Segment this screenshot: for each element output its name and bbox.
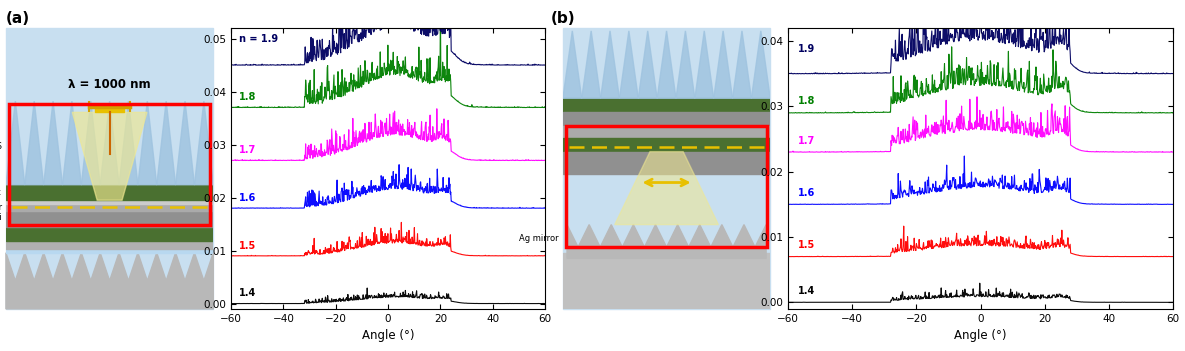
Text: λ = 1000 nm: λ = 1000 nm	[69, 78, 150, 91]
Polygon shape	[601, 31, 620, 98]
Bar	[563, 253, 770, 309]
Polygon shape	[615, 152, 718, 225]
Text: 1.9: 1.9	[798, 44, 815, 54]
Polygon shape	[118, 101, 137, 185]
Text: 1.4: 1.4	[239, 288, 256, 298]
X-axis label: Angle (°): Angle (°)	[361, 329, 415, 342]
Polygon shape	[72, 112, 147, 200]
Polygon shape	[639, 31, 658, 98]
Bar	[6, 204, 213, 211]
Text: Ag mirror: Ag mirror	[519, 234, 559, 243]
Bar	[6, 241, 213, 249]
Polygon shape	[713, 31, 732, 98]
Polygon shape	[194, 101, 213, 185]
Bar	[95, 107, 124, 112]
Polygon shape	[694, 31, 713, 98]
Bar	[6, 211, 213, 225]
Polygon shape	[620, 31, 639, 98]
Polygon shape	[568, 225, 766, 258]
Text: 1.7: 1.7	[798, 135, 815, 146]
Bar	[566, 126, 767, 247]
Bar	[563, 112, 770, 126]
Polygon shape	[563, 31, 582, 98]
Polygon shape	[6, 101, 25, 185]
Bar	[563, 138, 770, 152]
Text: (a): (a)	[6, 11, 30, 26]
Text: 1.5: 1.5	[798, 240, 815, 250]
Polygon shape	[6, 253, 213, 309]
Bar	[563, 98, 770, 112]
Text: Si: Si	[0, 213, 1, 222]
Polygon shape	[101, 101, 118, 185]
Polygon shape	[658, 31, 675, 98]
Polygon shape	[82, 101, 101, 185]
Text: IPS-PDMS: IPS-PDMS	[0, 141, 1, 151]
Polygon shape	[63, 101, 82, 185]
Text: Power monitor: Power monitor	[0, 203, 1, 212]
Polygon shape	[25, 101, 44, 185]
Bar	[563, 126, 770, 138]
Text: 1.8: 1.8	[239, 92, 256, 102]
Polygon shape	[751, 31, 770, 98]
Text: (b): (b)	[551, 11, 576, 26]
Text: SiNx: SiNx	[0, 188, 1, 197]
Polygon shape	[732, 31, 751, 98]
X-axis label: Angle (°): Angle (°)	[954, 329, 1007, 342]
Bar	[6, 185, 213, 200]
Bar	[6, 202, 213, 227]
Bar	[6, 249, 213, 253]
Polygon shape	[44, 101, 63, 185]
Text: n = 1.9: n = 1.9	[239, 34, 278, 44]
Polygon shape	[156, 101, 175, 185]
Polygon shape	[175, 101, 194, 185]
Text: 1.6: 1.6	[798, 188, 815, 198]
Text: 1.4: 1.4	[798, 286, 815, 296]
Bar	[6, 200, 213, 204]
Bar	[6, 227, 213, 241]
Polygon shape	[675, 31, 694, 98]
Bar	[9, 104, 210, 225]
Text: 1.8: 1.8	[798, 97, 815, 106]
Text: 1.7: 1.7	[239, 145, 256, 155]
Text: 1.5: 1.5	[239, 240, 256, 251]
Text: 1.6: 1.6	[239, 193, 256, 203]
Bar	[563, 152, 770, 174]
Polygon shape	[137, 101, 156, 185]
Polygon shape	[582, 31, 601, 98]
